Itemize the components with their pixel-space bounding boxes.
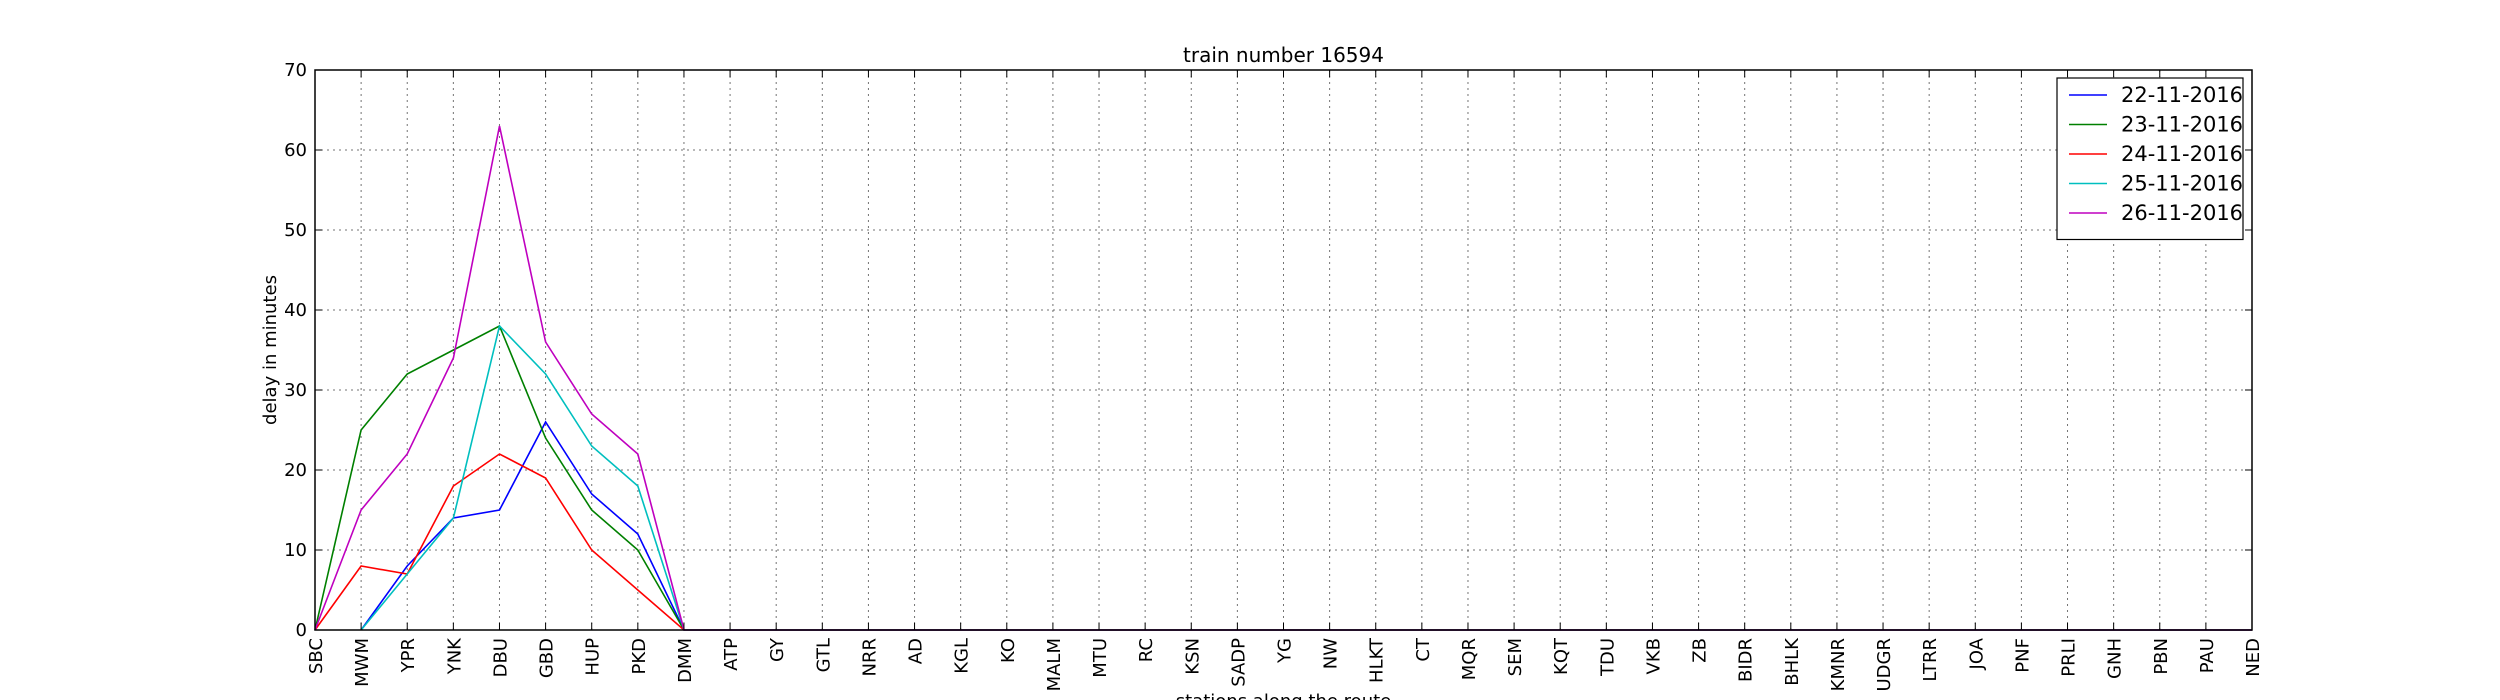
x-tick-label: KGL bbox=[952, 638, 973, 674]
x-tick-label: BHLK bbox=[1782, 637, 1803, 686]
x-tick-label: HUP bbox=[583, 638, 604, 676]
x-tick-label: MALM bbox=[1044, 638, 1065, 691]
x-tick-label: GTL bbox=[813, 638, 834, 672]
y-tick-label: 60 bbox=[284, 140, 307, 161]
x-tick-label: PAU bbox=[2197, 638, 2218, 673]
x-tick-label: PKD bbox=[629, 638, 650, 675]
x-tick-label: NED bbox=[2243, 638, 2264, 677]
x-tick-label: DBU bbox=[490, 638, 511, 677]
x-axis-title: stations along the route bbox=[1176, 691, 1391, 700]
x-tick-label: RC bbox=[1136, 638, 1157, 662]
x-tick-label: NRR bbox=[859, 638, 880, 676]
x-tick-label: KMNR bbox=[1828, 638, 1849, 691]
y-axis-title: delay in minutes bbox=[260, 275, 281, 425]
y-tick-label: 50 bbox=[284, 220, 307, 241]
x-tick-label: KQT bbox=[1551, 637, 1572, 675]
y-tick-layer: 0 10 20 30 40 50 60 70 bbox=[284, 60, 2252, 641]
y-tick-label: 0 bbox=[296, 620, 307, 641]
x-tick-label: MWM bbox=[352, 638, 373, 687]
legend-label: 22-11-2016 bbox=[2121, 83, 2243, 107]
x-tick-label: PBN bbox=[2151, 638, 2172, 675]
legend: 22-11-2016 23-11-2016 24-11-2016 25-11-2016… bbox=[2056, 77, 2244, 241]
chart-title: train number 16594 bbox=[1183, 43, 1384, 67]
x-tick-label: MQR bbox=[1459, 638, 1480, 680]
y-tick-label: 40 bbox=[284, 300, 307, 321]
legend-label: 26-11-2016 bbox=[2121, 201, 2243, 225]
legend-label: 23-11-2016 bbox=[2121, 113, 2243, 137]
x-tick-label: AD bbox=[906, 638, 927, 664]
x-tick-label: ZB bbox=[1690, 638, 1711, 663]
x-tick-label: DMM bbox=[675, 638, 696, 683]
x-tick-label: SEM bbox=[1505, 638, 1526, 676]
x-tick-label: GY bbox=[767, 637, 788, 662]
x-tick-label: YNK bbox=[444, 637, 465, 675]
x-tick-label: VKB bbox=[1643, 638, 1664, 674]
x-tick-label: GBD bbox=[537, 638, 558, 678]
x-tick-label: GNH bbox=[2105, 638, 2126, 679]
y-tick-label: 10 bbox=[284, 540, 307, 561]
x-tick-label: KSN bbox=[1182, 638, 1203, 675]
x-tick-label: NW bbox=[1321, 638, 1342, 669]
y-tick-label: 30 bbox=[284, 380, 307, 401]
x-tick-label: PNF bbox=[2012, 638, 2033, 673]
legend-label: 25-11-2016 bbox=[2121, 172, 2243, 196]
x-tick-label: YPR bbox=[398, 638, 419, 673]
x-tick-label: KO bbox=[998, 638, 1019, 663]
x-tick-label: JOA bbox=[1966, 637, 1987, 670]
x-tick-label: BIDR bbox=[1736, 638, 1757, 682]
x-tick-label: MTU bbox=[1090, 638, 1111, 678]
x-tick-layer: SBC MWM YPR YNK DBU GBD HUP PKD DMM ATP GY GTL NRR AD… bbox=[306, 70, 2264, 692]
x-tick-label: HLKT bbox=[1367, 637, 1388, 683]
legend-label: 24-11-2016 bbox=[2121, 142, 2243, 166]
x-tick-label: YG bbox=[1275, 638, 1296, 664]
y-tick-label: 20 bbox=[284, 460, 307, 481]
x-tick-label: ATP bbox=[721, 638, 742, 671]
x-tick-label: SBC bbox=[306, 638, 327, 674]
x-tick-label: LTRR bbox=[1920, 638, 1941, 682]
x-tick-label: PRLI bbox=[2059, 638, 2080, 677]
grid-layer bbox=[315, 70, 2252, 630]
x-tick-label: UDGR bbox=[1874, 638, 1895, 692]
x-tick-label: TDU bbox=[1597, 638, 1618, 677]
y-tick-label: 70 bbox=[284, 60, 307, 81]
x-tick-label: CT bbox=[1413, 637, 1434, 662]
x-tick-label: SADP bbox=[1228, 638, 1249, 687]
